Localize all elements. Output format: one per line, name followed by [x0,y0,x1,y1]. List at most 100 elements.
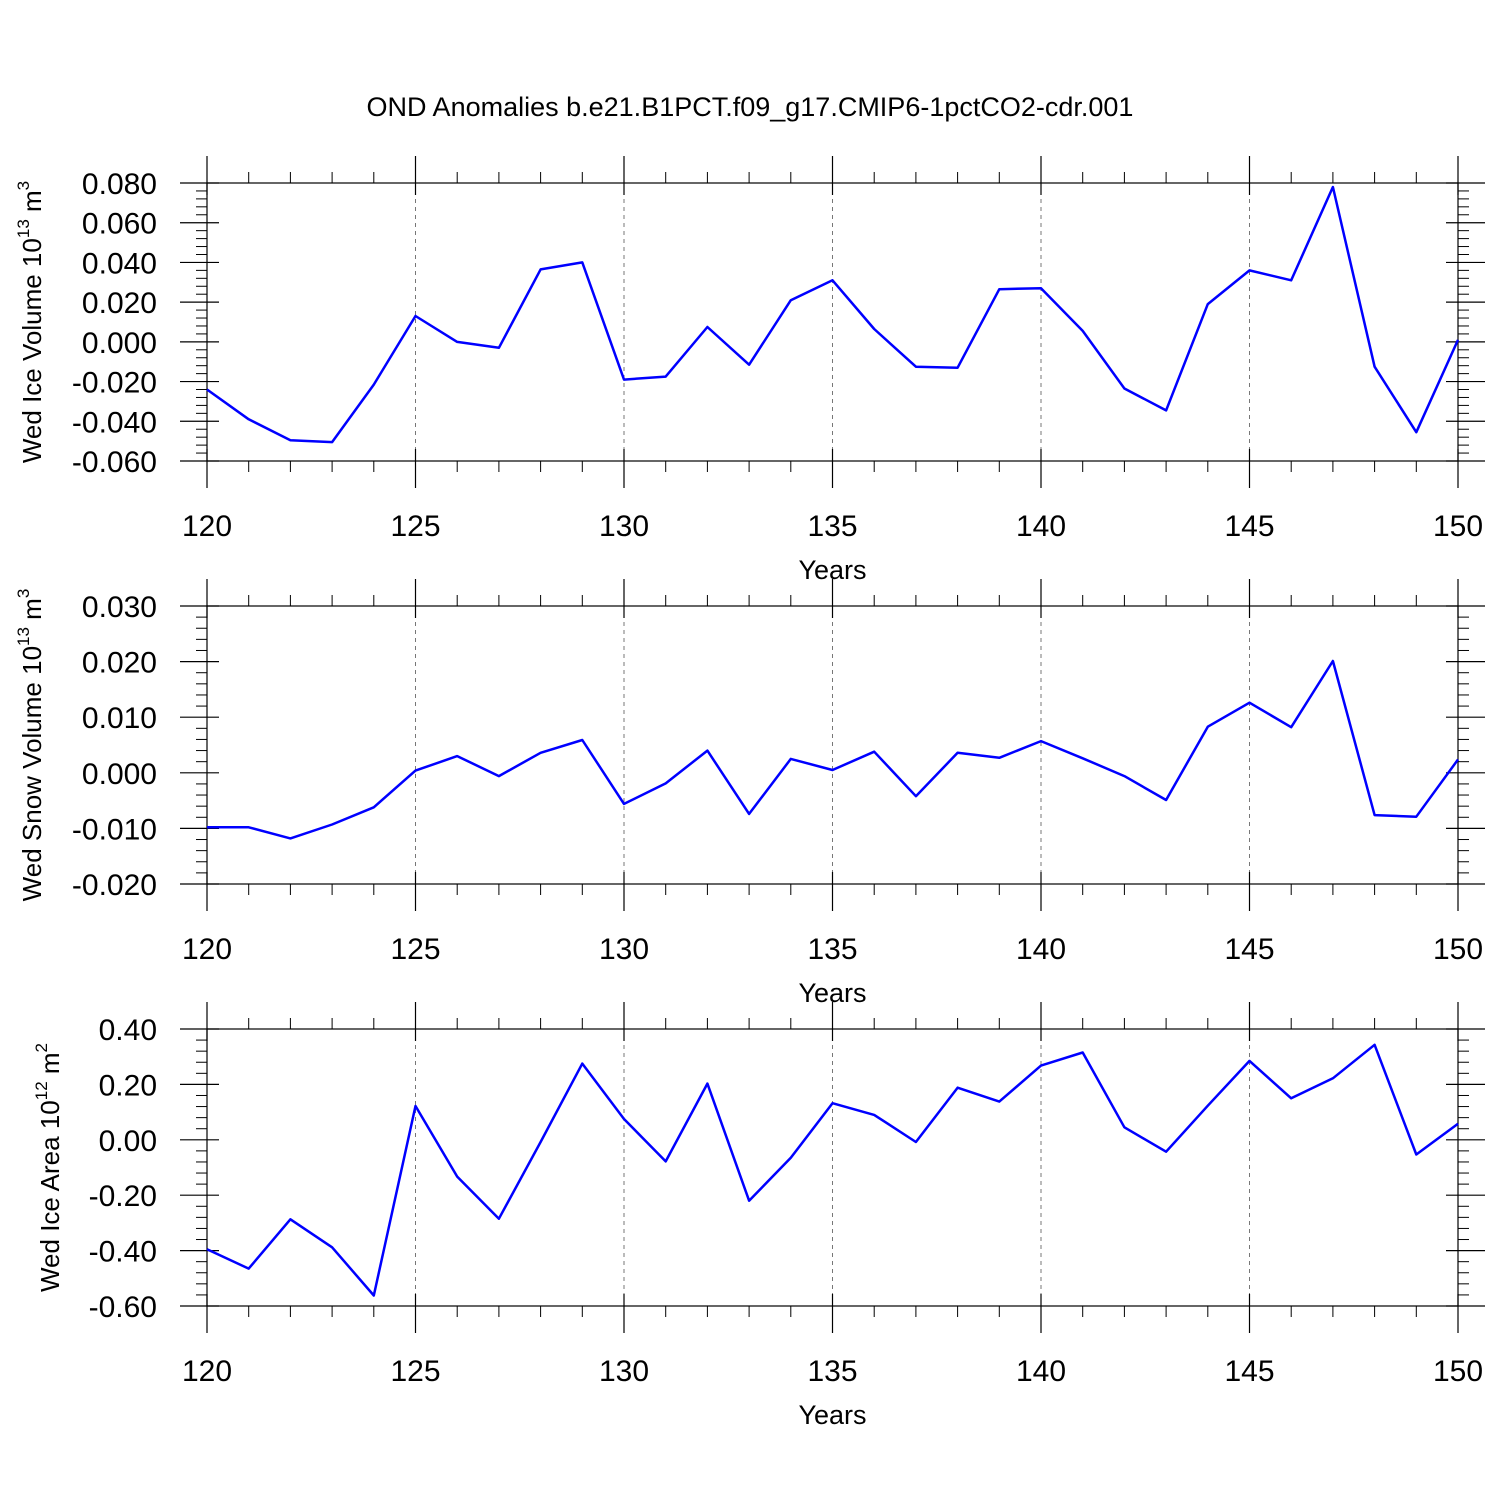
data-point [330,440,334,444]
data-point [205,825,209,829]
data-point [872,750,876,754]
data-point [247,417,251,421]
data-point [1248,268,1252,272]
data-point [705,749,709,753]
data-point [789,1156,793,1160]
data-point [872,327,876,331]
x-tick-label: 140 [1016,510,1066,543]
data-point [247,825,251,829]
y-tick-label: 0.060 [82,208,157,241]
x-tick-label: 130 [599,933,649,966]
data-point [789,757,793,761]
y-axis-label: Wed Snow Volume 1013 m3 [14,589,47,902]
y-tick-label: -0.060 [72,446,157,479]
y-tick-label: -0.60 [89,1291,157,1324]
data-point [1164,1150,1168,1154]
data-point [414,314,418,318]
x-tick-label: 135 [807,933,857,966]
y-tick-label: 0.000 [82,327,157,360]
data-point [1289,1096,1293,1100]
data-point [1456,1122,1460,1126]
series-line [206,1043,1459,1297]
data-point [330,823,334,827]
data-point [497,774,501,778]
data-point [1289,725,1293,729]
y-tick-label: 0.010 [82,702,157,735]
x-tick-label: 145 [1224,510,1274,543]
data-point [1289,278,1293,282]
x-tick-label: 120 [182,510,232,543]
panel-3: -0.60 -0.40 -0.20 0.00 0.20 0.40 120 125 130 135 1… [32,1002,1485,1430]
data-point [288,836,292,840]
data-point [205,1247,209,1251]
data-point [622,802,626,806]
x-tick-label: 120 [182,933,232,966]
data-point [831,278,835,282]
data-point [1039,739,1043,743]
y-tick-label: -0.010 [72,813,157,846]
x-axis-label: Years [798,1400,866,1430]
data-point [622,1117,626,1121]
data-point [956,751,960,755]
x-tick-label: 150 [1433,933,1483,966]
data-point [580,738,584,742]
data-point [497,346,501,350]
data-point [705,1082,709,1086]
x-tick-label: 130 [599,1355,649,1388]
data-point [1039,286,1043,290]
x-tick-label: 135 [807,510,857,543]
data-point [1122,774,1126,778]
data-point [747,1199,751,1203]
data-point [1331,1076,1335,1080]
y-tick-label: -0.020 [72,869,157,902]
y-tick-label: 0.020 [82,647,157,680]
data-point [372,1293,376,1297]
y-tick-label: 0.040 [82,247,157,280]
data-point [455,1175,459,1179]
data-point [1164,408,1168,412]
x-tick-label: 140 [1016,933,1066,966]
x-tick-label: 130 [599,510,649,543]
data-point [539,751,543,755]
y-tick-label: 0.030 [82,591,157,624]
page-title: OND Anomalies b.e21.B1PCT.f09_g17.CMIP6-… [366,92,1134,122]
data-point [914,365,918,369]
x-tick-label: 125 [390,933,440,966]
data-point [455,754,459,758]
panel-1: -0.060 -0.040 -0.020 0.000 0.020 0.040 0.060 0.… [14,156,1485,585]
y-tick-label: -0.20 [89,1180,157,1213]
data-point [1414,1152,1418,1156]
data-point [1081,756,1085,760]
x-tick-label: 120 [182,1355,232,1388]
data-point [1164,798,1168,802]
y-tick-label: 0.080 [82,168,157,201]
data-point [1331,659,1335,663]
y-tick-label: 0.020 [82,287,157,320]
data-point [956,366,960,370]
data-point [997,287,1001,291]
y-axis-label: Wed Ice Area 1012 m2 [32,1043,65,1292]
data-point [1331,185,1335,189]
data-point [497,1217,501,1221]
data-point [1456,757,1460,761]
y-tick-label: 0.000 [82,758,157,791]
y-tick-label: 0.00 [99,1125,157,1158]
data-point [872,1113,876,1117]
data-point [831,1101,835,1105]
data-point [1373,813,1377,817]
data-point [1206,1104,1210,1108]
data-point [705,325,709,329]
data-point [414,769,418,773]
data-point [288,438,292,442]
data-point [1206,725,1210,729]
data-point [1122,387,1126,391]
data-point [414,1104,418,1108]
data-point [664,781,668,785]
x-tick-label: 145 [1224,1355,1274,1388]
data-point [372,805,376,809]
data-point [1373,365,1377,369]
data-point [580,1062,584,1066]
data-point [997,756,1001,760]
data-point [664,1159,668,1163]
data-point [747,812,751,816]
